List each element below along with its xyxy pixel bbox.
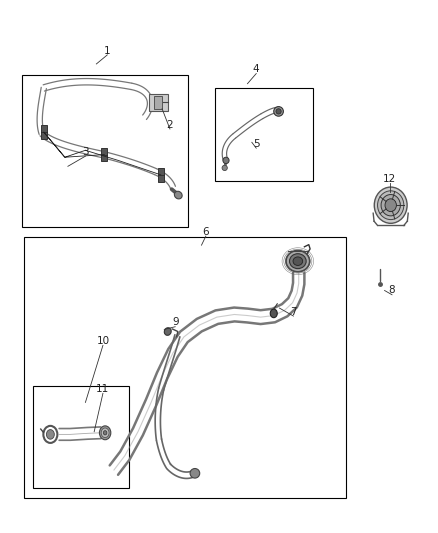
Text: 10: 10 — [96, 336, 110, 346]
Text: 1: 1 — [104, 46, 111, 55]
Text: 5: 5 — [253, 139, 260, 149]
Ellipse shape — [223, 157, 229, 164]
Ellipse shape — [164, 328, 171, 335]
Text: 2: 2 — [166, 120, 173, 130]
Bar — [24, 237, 346, 498]
Bar — [154, 96, 162, 109]
Text: 4: 4 — [253, 64, 260, 74]
Ellipse shape — [293, 257, 303, 265]
Text: 11: 11 — [96, 384, 110, 394]
Bar — [215, 88, 313, 181]
Ellipse shape — [286, 251, 310, 272]
Ellipse shape — [274, 107, 283, 116]
Text: 7: 7 — [290, 307, 297, 317]
Ellipse shape — [378, 191, 404, 220]
Bar — [101, 148, 107, 161]
Text: 12: 12 — [383, 174, 396, 183]
Ellipse shape — [270, 309, 277, 318]
Bar — [41, 125, 47, 139]
Ellipse shape — [222, 165, 227, 171]
Ellipse shape — [276, 109, 281, 114]
Text: 9: 9 — [172, 318, 179, 327]
Bar — [158, 168, 164, 182]
Text: 3: 3 — [82, 147, 89, 157]
Text: 6: 6 — [202, 227, 209, 237]
Ellipse shape — [99, 426, 111, 440]
Ellipse shape — [385, 199, 396, 212]
Ellipse shape — [103, 431, 107, 435]
Ellipse shape — [190, 469, 200, 478]
Ellipse shape — [374, 187, 407, 223]
Ellipse shape — [101, 428, 109, 438]
Ellipse shape — [381, 195, 400, 216]
Bar — [149, 94, 168, 111]
Text: 8: 8 — [389, 286, 396, 295]
Ellipse shape — [290, 254, 306, 269]
Ellipse shape — [174, 191, 182, 199]
Circle shape — [46, 430, 54, 439]
Bar — [22, 75, 188, 227]
Bar — [33, 386, 129, 488]
